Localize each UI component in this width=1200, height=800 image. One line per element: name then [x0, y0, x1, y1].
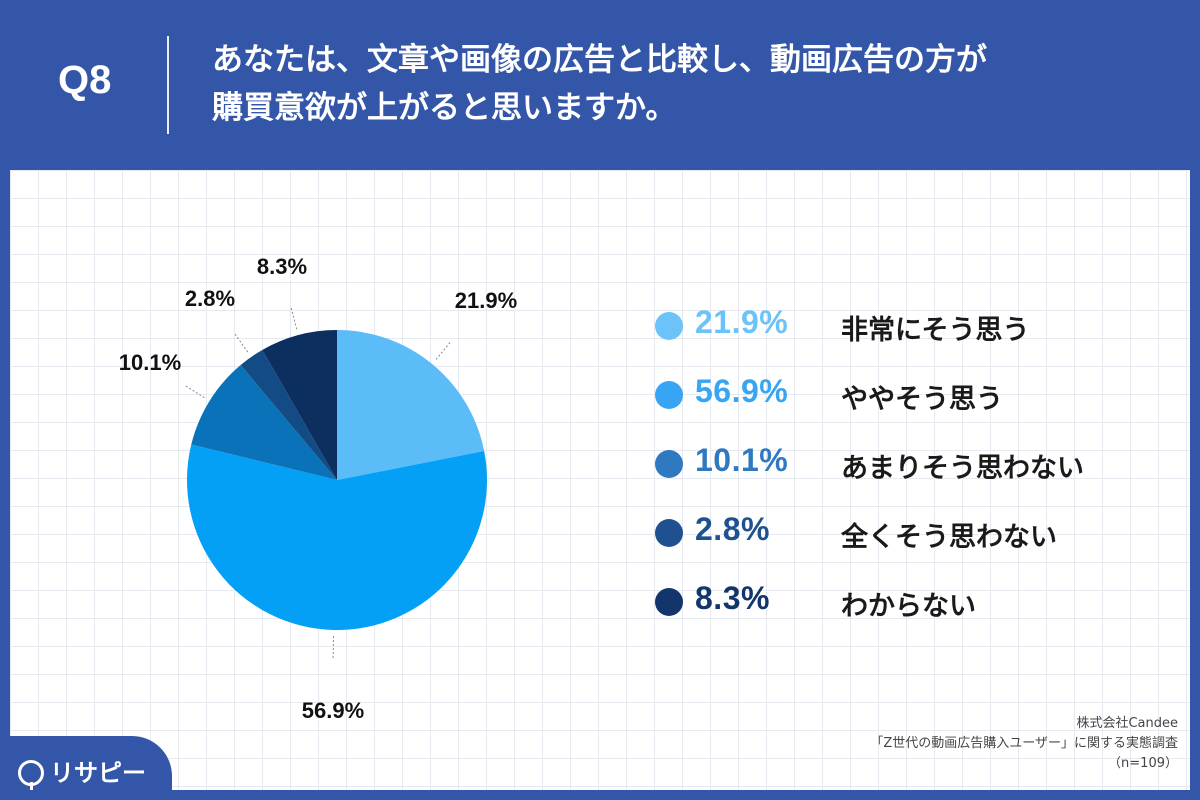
question-line-1: あなたは、文章や画像の広告と比較し、動画広告の方が: [212, 42, 987, 78]
leader-line: [332, 635, 335, 660]
legend-label: ややそう思う: [841, 384, 1003, 415]
legend-swatch: [655, 588, 683, 616]
legend-percent: 21.9%: [695, 304, 789, 340]
source-note: 株式会社Candee 「Z世代の動画広告購入ユーザー」に関する実態調査 （n=1…: [870, 714, 1178, 774]
pie-slice: [337, 330, 485, 480]
legend-percent: 56.9%: [695, 373, 789, 409]
leader-line: [233, 332, 249, 353]
question-text: あなたは、文章や画像の広告と比較し、動画広告の方が 購買意欲が上がると思いますか…: [212, 36, 1172, 132]
legend-label: あまりそう思わない: [841, 453, 1084, 484]
legend-label: 全くそう思わない: [841, 522, 1057, 553]
leader-line: [183, 384, 205, 399]
leader-line: [435, 340, 452, 360]
data-label: 10.1%: [119, 350, 181, 375]
pie-slice: [262, 330, 337, 480]
legend-percent: 8.3%: [695, 580, 770, 616]
logo-badge: リサピー: [0, 736, 172, 800]
source-company: 株式会社Candee: [1076, 716, 1178, 731]
pie-chart: 21.9% 56.9% 10.1% 2.8% 8.3%: [119, 254, 517, 723]
brand-logo: リサピー: [18, 753, 146, 790]
pie-slice: [187, 444, 487, 630]
legend-swatch: [655, 381, 683, 409]
source-sample-size: （n=109）: [1108, 756, 1178, 771]
legend-label: 非常にそう思う: [841, 315, 1030, 346]
pie-slice: [191, 365, 337, 480]
pie-slice: [240, 349, 337, 480]
leader-line: [290, 305, 298, 330]
chart-panel: 21.9% 56.9% 10.1% 2.8% 8.3% 21.9% 非常にそう思う 56…: [10, 170, 1190, 790]
data-label: 2.8%: [185, 286, 235, 311]
header-divider: [167, 36, 169, 134]
legend-swatch: [655, 312, 683, 340]
legend-swatch: [655, 519, 683, 547]
legend-percent: 10.1%: [695, 442, 789, 478]
header: Q8 あなたは、文章や画像の広告と比較し、動画広告の方が 購買意欲が上がると思い…: [0, 0, 1200, 168]
question-line-2: 購買意欲が上がると思いますか。: [212, 90, 677, 126]
data-label: 56.9%: [302, 698, 364, 723]
legend-percent: 2.8%: [695, 511, 770, 547]
data-label: 8.3%: [257, 254, 307, 279]
data-label: 21.9%: [455, 288, 517, 313]
source-survey: 「Z世代の動画広告購入ユーザー」に関する実態調査: [870, 736, 1178, 751]
question-number: Q8: [58, 58, 112, 102]
legend-label: わからない: [841, 591, 976, 622]
brand-name: リサピー: [50, 759, 146, 787]
legend-swatch: [655, 450, 683, 478]
pin-icon: [18, 760, 44, 790]
